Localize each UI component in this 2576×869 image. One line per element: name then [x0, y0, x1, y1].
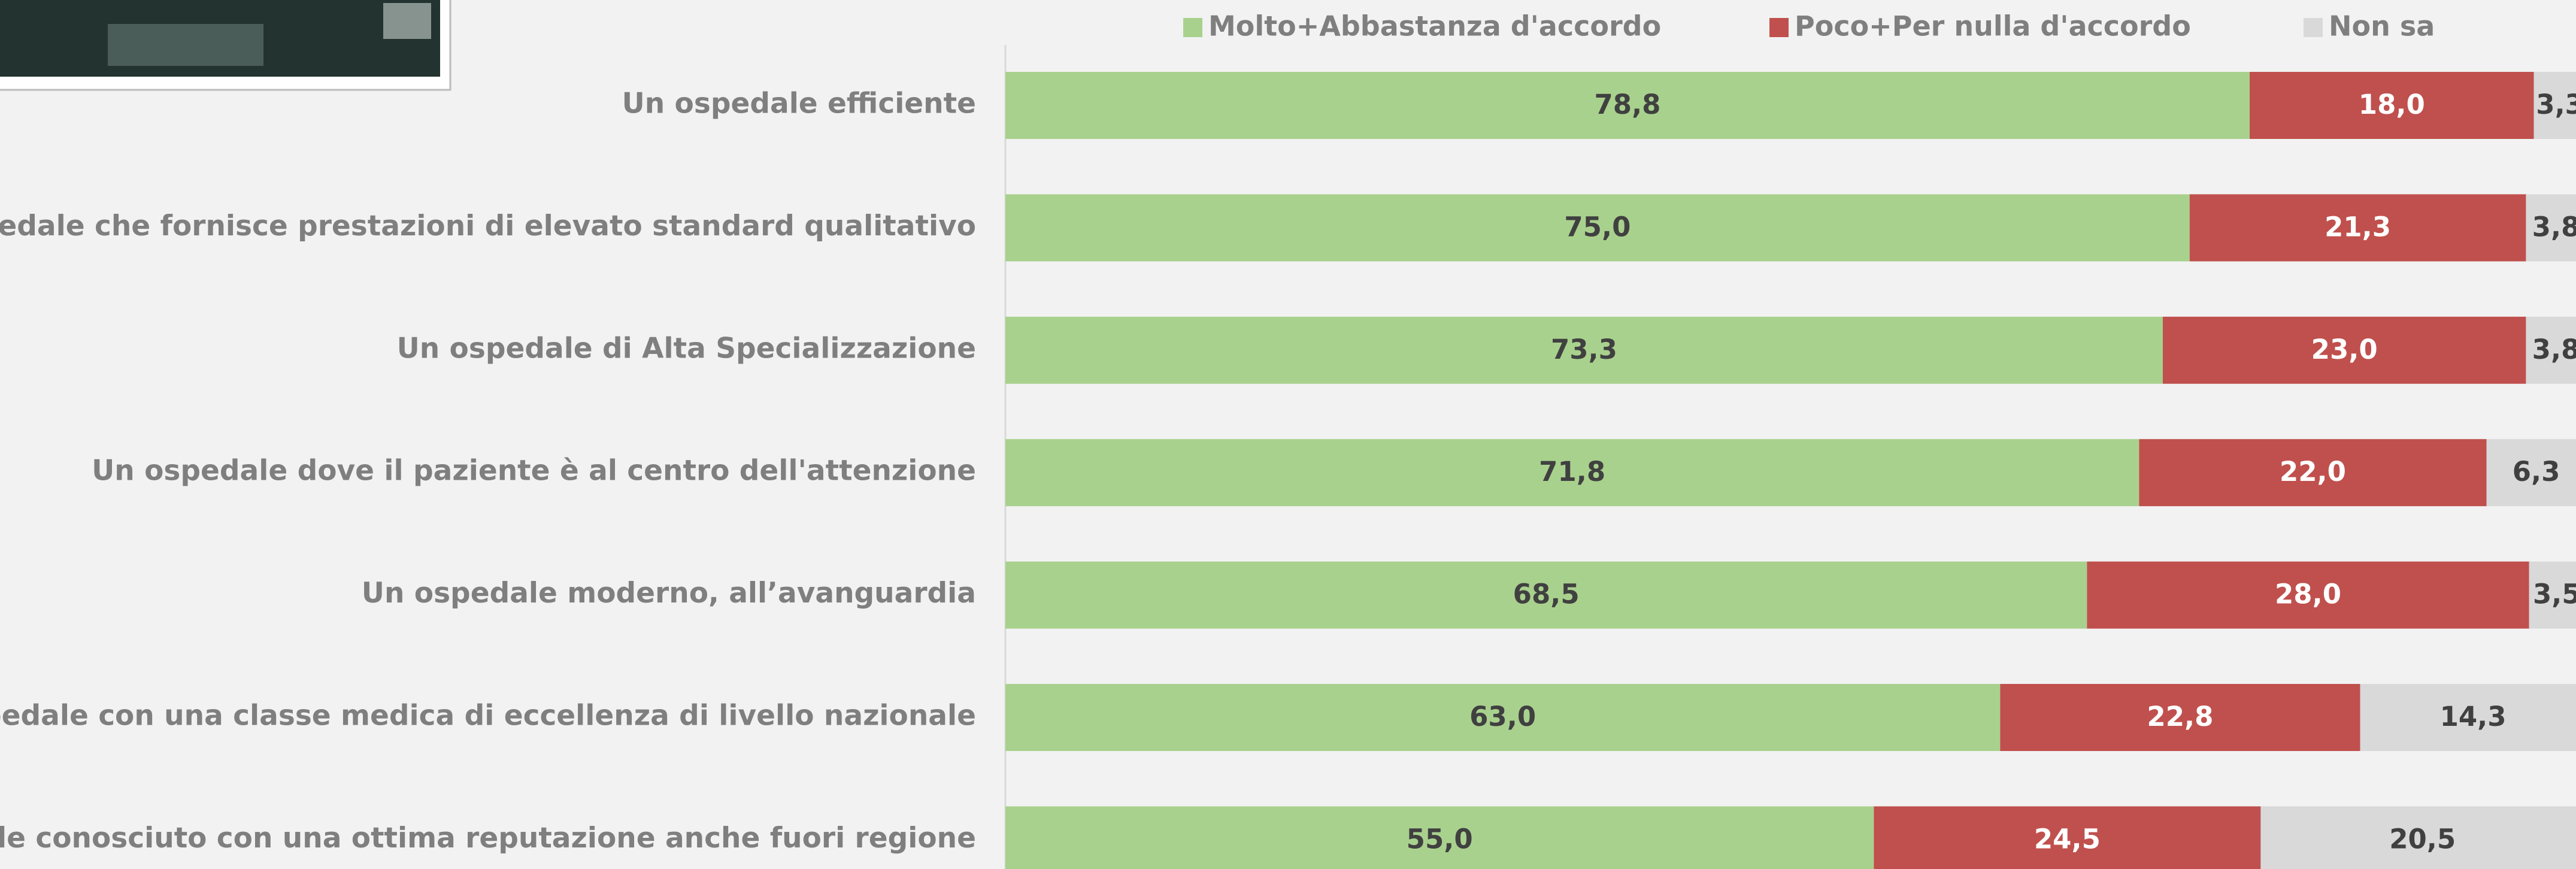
- value-label: 24,5: [2034, 823, 2101, 855]
- value-label: 20,5: [2389, 823, 2456, 855]
- value-label: 3,8: [2532, 334, 2576, 365]
- value-label: 28,0: [2275, 579, 2341, 610]
- value-label: 6,3: [2513, 456, 2560, 488]
- value-label: 55,0: [1407, 823, 1473, 855]
- bar-segment: [2189, 194, 2526, 262]
- value-label: 3,8: [2532, 211, 2576, 243]
- category-label: Un ospedale dove il paziente è al centro…: [92, 455, 976, 488]
- legend-label: Non sa: [2329, 10, 2435, 43]
- value-label: 78,8: [1594, 89, 1660, 120]
- bar-segment: [2249, 72, 2534, 139]
- photo-detail: [383, 3, 431, 39]
- category-label: Un ospedale moderno, all’avanguardia: [362, 577, 976, 610]
- bar-segment: [1874, 806, 2261, 869]
- category-label: Un ospedale di Alta Specializzazione: [397, 332, 976, 365]
- value-label: 18,0: [2359, 89, 2425, 120]
- legend-swatch: [1769, 18, 1789, 37]
- value-label: 23,0: [2311, 334, 2378, 365]
- bar-segment: [2139, 439, 2487, 507]
- bar-segment: [2260, 806, 2576, 869]
- bar-segment: [1005, 561, 2087, 629]
- value-label: 21,3: [2325, 211, 2391, 243]
- bar-segment: [1005, 684, 2001, 751]
- value-label: 75,0: [1564, 211, 1631, 243]
- bar-segment: [1005, 439, 2139, 507]
- bar-segment: [2087, 561, 2529, 629]
- value-label: 73,3: [1551, 334, 1617, 365]
- photo-detail: [108, 24, 263, 66]
- bar-segment: [2000, 684, 2360, 751]
- category-label: Un ospedale conosciuto con una ottima re…: [0, 822, 976, 855]
- value-label: 63,0: [1469, 701, 1536, 732]
- bar-segment: [1005, 72, 2250, 139]
- bar-segment: [1005, 806, 1874, 869]
- value-label: 14,3: [2440, 701, 2507, 732]
- value-label: 22,8: [2147, 701, 2213, 732]
- value-label: 3,5: [2533, 579, 2576, 610]
- bar-segment: [2533, 72, 2576, 139]
- value-label: 68,5: [1513, 579, 1580, 610]
- bar-segment: [2360, 684, 2576, 751]
- category-label: Un ospedale con una classe medica di ecc…: [0, 700, 976, 732]
- legend-label: Poco+Per nulla d'accordo: [1795, 10, 2191, 43]
- photo-thumbnail: [0, 0, 451, 91]
- bar-segment: [2526, 316, 2576, 384]
- bar-segment: [2486, 439, 2576, 507]
- legend-swatch: [2304, 18, 2323, 37]
- value-label: 71,8: [1539, 456, 1605, 488]
- category-label: Uno ospedale che fornisce prestazioni di…: [0, 210, 976, 243]
- bar-segment: [2526, 194, 2576, 262]
- bar-segment: [2162, 316, 2526, 384]
- bar-segment: [1005, 316, 2163, 384]
- category-label: Un ospedale efficiente: [622, 87, 976, 120]
- legend-swatch: [1183, 18, 1202, 37]
- bar-segment: [1005, 194, 2190, 262]
- bar-segment: [2529, 561, 2576, 629]
- value-label: 22,0: [2280, 456, 2346, 488]
- value-label: 3,3: [2536, 89, 2576, 120]
- legend-label: Molto+Abbastanza d'accordo: [1208, 10, 1661, 43]
